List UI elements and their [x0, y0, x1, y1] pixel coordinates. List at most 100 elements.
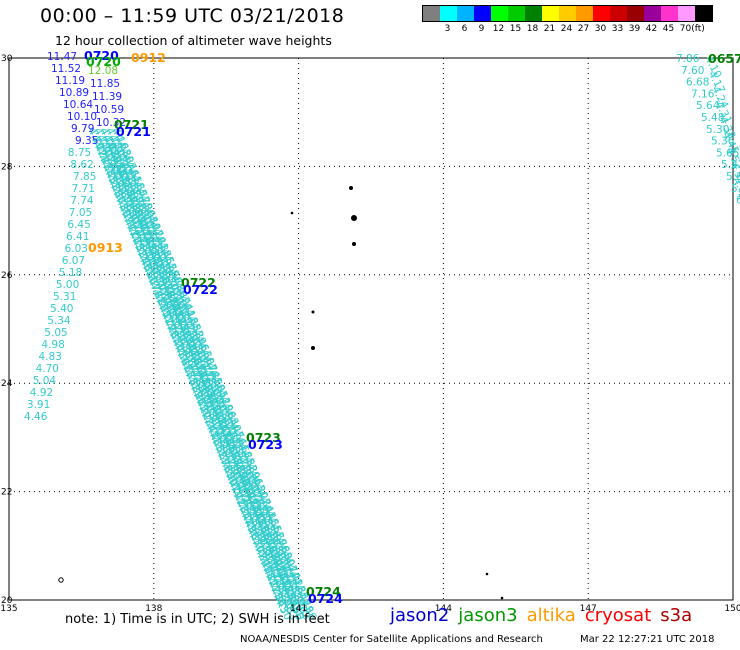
island-mark: [311, 346, 315, 350]
color-scale-bar: [422, 5, 713, 22]
legend-tick-label: 6: [461, 24, 468, 34]
color-scale-legend: 3 6 9 12 15 18 21 24 27 30 33 39 42 45 70 (ft): [422, 5, 713, 36]
wave-height-values: 11.4711.5211.1910.8910.6410.109.799.358.…: [24, 51, 740, 423]
page-title: 00:00 – 11:59 UTC 03/21/2018: [40, 5, 345, 27]
wave-height-value: 10.64: [63, 99, 93, 111]
y-tick-label: 22: [1, 488, 12, 498]
legend-swatch: [474, 6, 491, 21]
wave-height-value: 5.65: [716, 147, 739, 159]
y-tick-label: 24: [1, 379, 13, 389]
legend-tick-label: 24: [560, 24, 573, 34]
legend-swatch: [525, 6, 542, 21]
legend-swatch: [559, 6, 576, 21]
wave-height-value: 6.: [736, 195, 740, 207]
pass-time-label: 0657: [708, 51, 740, 66]
island-mark: [58, 577, 64, 583]
pass-time-label: 0721: [116, 124, 151, 139]
island-mark: [352, 242, 356, 246]
footer-note: note: 1) Time is in UTC; 2) SWH is in fe…: [65, 612, 330, 627]
island-mark: [351, 215, 357, 221]
x-tick-label: 144: [435, 604, 452, 614]
wave-height-value: 11.85: [90, 78, 120, 90]
wave-height-value: 10.32: [96, 117, 126, 129]
wave-height-value: 5.00: [56, 279, 79, 291]
wave-height-value: 7.86: [676, 53, 700, 65]
wave-height-value: 10.89: [59, 87, 89, 99]
island-mark: [349, 186, 353, 190]
wave-height-value: 9.35: [75, 135, 98, 147]
pass-time-label: 0724: [306, 584, 341, 599]
legend-swatch: [457, 6, 474, 21]
wave-height-value: 5.05: [44, 327, 67, 339]
color-scale-labels: 3 6 9 12 15 18 21 24 27 30 33 39 42 45 70 (ft): [422, 22, 713, 36]
y-tick-label: 30: [1, 54, 13, 64]
wave-height-value: 5.: [731, 183, 740, 195]
legend-swatch: [440, 6, 457, 21]
wave-height-value: 6.41: [66, 231, 89, 243]
legend-tick-label: 45: [662, 24, 675, 34]
y-tick-label: 28: [1, 162, 13, 172]
legend-tick-label: 12: [492, 24, 505, 34]
pass-time-label: 0720: [84, 48, 119, 63]
wave-height-value: 11.39: [92, 91, 122, 103]
legend-swatch: [491, 6, 508, 21]
legend-unit: (ft): [691, 24, 705, 34]
wave-height-value: 3.91: [27, 399, 50, 411]
wave-height-value: 9.79: [71, 123, 94, 135]
legend-tick-label: 42: [645, 24, 658, 34]
wave-height-value: 6.45: [67, 219, 90, 231]
wave-height-value: 4.92: [30, 387, 53, 399]
satellite-legend-item: cryosat: [584, 605, 652, 626]
wave-height-value: 11.19: [55, 75, 85, 87]
wave-height-value: 12.08: [88, 65, 118, 77]
x-tick-label: 138: [145, 604, 162, 614]
wave-height-value: 8.75: [68, 147, 91, 159]
legend-tick-label: 9: [478, 24, 485, 34]
generated-timestamp: Mar 22 12:27:21 UTC 2018: [580, 634, 715, 645]
map-frame: [8, 57, 734, 601]
wave-height-value: 5.30: [706, 124, 729, 136]
wave-height-value: 6.03: [65, 243, 88, 255]
legend-tick-label: 27: [577, 24, 590, 34]
wave-height-value: 6.68: [686, 77, 709, 89]
wave-height-value: 5.40: [50, 303, 73, 315]
pass-time-label: 0912: [131, 50, 166, 65]
wave-height-value: 7.74: [70, 195, 94, 207]
pass-time-label: 0720: [86, 54, 121, 69]
wave-height-value: 4.83: [39, 351, 62, 363]
wave-height-value: 7.85: [73, 171, 96, 183]
legend-tick-label: 70: [679, 24, 692, 34]
credit-text: NOAA/NESDIS Center for Satellite Applica…: [240, 634, 543, 645]
satellite-legend-item: altika: [526, 605, 576, 626]
pass-time-label: 0722: [181, 275, 216, 290]
wave-height-value: 7.71: [72, 183, 95, 195]
wave-height-value: 4.46: [24, 411, 48, 423]
wave-height-value: 5.64: [696, 100, 720, 112]
legend-tick-label: 21: [543, 24, 556, 34]
wave-height-value: 10.59: [94, 104, 124, 116]
legend-swatch: [678, 6, 695, 21]
wave-height-value: 11.52: [51, 63, 81, 75]
track-sample: 4.66: [730, 176, 740, 203]
x-tick-label: 150: [724, 604, 740, 614]
x-tick-label: 135: [0, 604, 17, 614]
wave-height-value: 7.05: [69, 207, 92, 219]
legend-swatch: [661, 6, 678, 21]
wave-height-value: 4.70: [36, 363, 59, 375]
legend-tick-label: 33: [611, 24, 624, 34]
satellite-legend: jason2 jason3 altika cryosat s3a: [390, 605, 701, 626]
legend-swatch: [610, 6, 627, 21]
pass-time-label: 0724: [308, 591, 343, 606]
x-tick-label: 141: [290, 604, 307, 614]
legend-swatch: [423, 6, 440, 21]
wave-height-value: 10.10: [67, 111, 97, 123]
legend-tick-label: 3: [444, 24, 451, 34]
island-mark: [485, 572, 489, 576]
pass-time-label: 0913: [88, 240, 123, 255]
wave-height-value: 5.48: [701, 112, 724, 124]
y-tick-label: 20: [1, 596, 13, 606]
wave-height-value: 6.07: [62, 255, 85, 267]
legend-tick-label: 18: [526, 24, 539, 34]
